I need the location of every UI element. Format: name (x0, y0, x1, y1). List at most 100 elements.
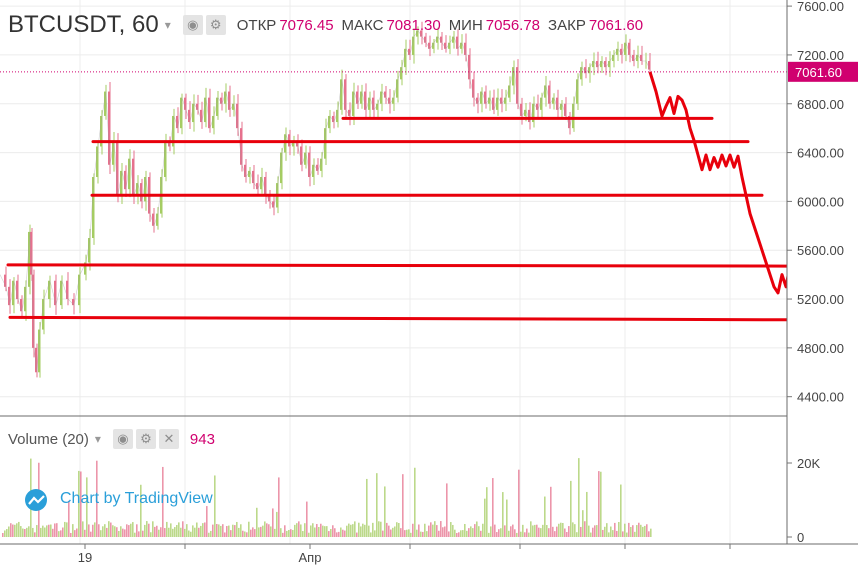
volume-bar (168, 527, 170, 537)
volume-bar (82, 521, 84, 537)
volume-bar (112, 525, 114, 537)
volume-bar (552, 526, 554, 537)
eye-icon[interactable]: ◉ (112, 429, 133, 449)
volume-bar (68, 500, 70, 537)
volume-bar (288, 530, 290, 537)
volume-bar (444, 526, 446, 537)
volume-bar (330, 528, 332, 537)
drawing-annotations[interactable] (6, 71, 792, 322)
volume-bar (554, 531, 556, 537)
volume-bar (616, 530, 618, 537)
volume-bar (240, 524, 242, 537)
close-value: 7061.60 (588, 16, 644, 34)
volume-bar (458, 532, 460, 537)
volume-bar (596, 525, 598, 537)
volume-bar (530, 521, 532, 537)
volume-bar (578, 458, 580, 537)
volume-bar (370, 532, 372, 537)
volume-bar (390, 529, 392, 537)
volume-bar (466, 530, 468, 537)
cloud-logo-icon (25, 489, 47, 511)
volume-bar (136, 524, 138, 537)
y-tick-label: 6400.00 (797, 146, 844, 161)
volume-bar (86, 477, 88, 537)
volume-bar (248, 521, 250, 537)
volume-bar (188, 530, 190, 537)
volume-bar (442, 527, 444, 537)
volume-bar (58, 531, 60, 537)
high-label: МАКС (341, 16, 384, 34)
volume-bar (244, 531, 246, 537)
volume-bar (66, 522, 68, 537)
volume-bar (174, 527, 176, 537)
volume-bar (230, 530, 232, 537)
volume-bar (620, 484, 622, 537)
volume-bar (594, 525, 596, 537)
volume-bar (460, 530, 462, 537)
volume-bar (556, 526, 558, 537)
volume-bar (158, 529, 160, 537)
volume-bar (172, 528, 174, 537)
volume-bar (234, 525, 236, 537)
y-tick-label: 5600.00 (797, 243, 844, 258)
volume-bar (626, 532, 628, 537)
volume-bar (452, 524, 454, 537)
volume-bar (238, 527, 240, 537)
volume-bar (536, 524, 538, 537)
close-icon[interactable]: ✕ (158, 429, 179, 449)
volume-bar (524, 532, 526, 537)
volume-bar (468, 528, 470, 537)
volume-bar (126, 524, 128, 537)
tradingview-watermark[interactable]: Chart by TradingView (20, 484, 213, 514)
gear-icon[interactable]: ⚙ (135, 429, 156, 449)
volume-bar (416, 529, 418, 537)
volume-bar (76, 528, 78, 537)
volume-bar (52, 528, 54, 537)
volume-bar (380, 521, 382, 537)
volume-bar (178, 522, 180, 537)
chevron-down-icon[interactable]: ▾ (94, 432, 101, 446)
volume-bar (436, 525, 438, 537)
volume-bar (74, 530, 76, 537)
volume-bar (368, 525, 370, 537)
low-label: МИН (448, 16, 483, 34)
volume-bar (344, 530, 346, 537)
volume-bar (402, 474, 404, 537)
volume-bar (246, 532, 248, 537)
volume-bar (92, 524, 94, 537)
volume-bar (196, 522, 198, 537)
y-tick-label: 4800.00 (797, 341, 844, 356)
volume-bar (482, 523, 484, 537)
volume-bar (258, 527, 260, 537)
volume-bar (376, 473, 378, 537)
volume-bar (294, 524, 296, 537)
volume-bar (254, 529, 256, 537)
volume-bar (90, 531, 92, 537)
volume-bar (208, 532, 210, 537)
symbol-title[interactable]: BTCUSDT, 60 (8, 11, 159, 38)
volume-bar (474, 524, 476, 537)
volume-bar (164, 528, 166, 537)
volume-bar (378, 521, 380, 537)
volume-bar (140, 484, 142, 537)
chevron-down-icon[interactable]: ▾ (164, 18, 171, 32)
volume-title[interactable]: Volume (20) (8, 430, 89, 448)
volume-bar (308, 532, 310, 537)
volume-bar (592, 527, 594, 537)
volume-bar (184, 528, 186, 537)
eye-icon[interactable]: ◉ (182, 15, 203, 35)
volume-bar (396, 522, 398, 537)
volume-bar (334, 528, 336, 537)
volume-bar (400, 528, 402, 537)
volume-bar (306, 501, 308, 537)
volume-bar (480, 530, 482, 537)
volume-bar (200, 525, 202, 537)
volume-bar (518, 469, 520, 537)
volume-bar (478, 526, 480, 537)
volume-bar (214, 475, 216, 537)
gear-icon[interactable]: ⚙ (205, 15, 226, 35)
volume-bar (96, 460, 98, 537)
volume-bar (420, 531, 422, 537)
volume-bar (142, 530, 144, 537)
